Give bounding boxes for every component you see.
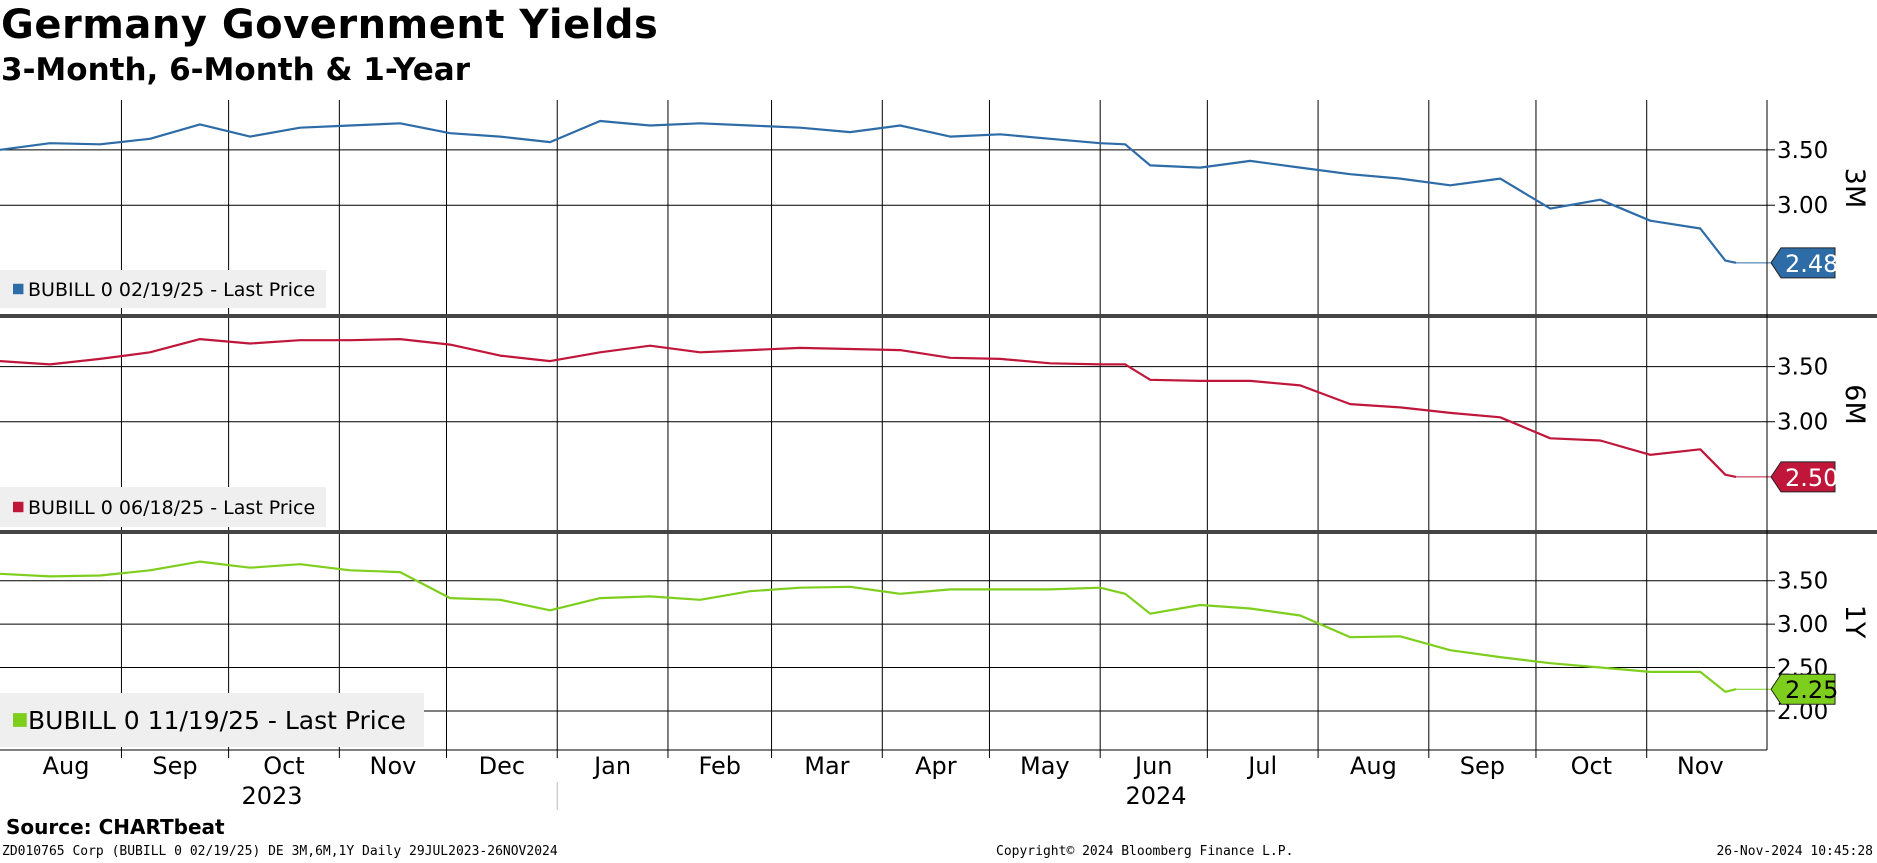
month-label: Feb (699, 752, 742, 780)
legend-6m: BUBILL 0 06/18/25 - Last Price (0, 487, 326, 527)
panel-axis-label: 6M (1839, 384, 1870, 424)
month-label: May (1020, 752, 1070, 780)
month-label: Jul (1246, 752, 1277, 780)
last-value-tag (1770, 673, 1836, 705)
month-label: Aug (43, 752, 90, 780)
year-label: 2024 (1125, 782, 1186, 810)
legend-3m: BUBILL 0 02/19/25 - Last Price (0, 270, 326, 308)
legend-swatch (13, 283, 24, 295)
legend-1y: BUBILL 0 11/19/25 - Last Price (0, 693, 424, 747)
month-label: Sep (1460, 752, 1505, 780)
legend-label: BUBILL 0 06/18/25 - Last Price (28, 497, 315, 519)
axes: 3.503.002.483M3.503.002.506M3.503.002.50… (0, 100, 1870, 810)
month-label: Nov (1677, 752, 1724, 780)
panel-axis-label: 1Y (1839, 605, 1870, 639)
series-lines (0, 119, 1737, 693)
y-tick-label: 3.50 (1777, 138, 1828, 164)
y-tick-label: 3.00 (1777, 410, 1828, 436)
footer-security-info: ZD010765 Corp (BUBILL 0 02/19/25) DE 3M,… (2, 844, 558, 859)
series-line-3m (0, 119, 1737, 264)
chart-subtitle: 3-Month, 6-Month & 1-Year (1, 52, 470, 88)
last-value-label: 2.50 (1785, 464, 1838, 492)
footer-timestamp: 26-Nov-2024 10:45:28 (1716, 844, 1873, 859)
gridlines (0, 100, 1877, 750)
month-label: Sep (152, 752, 197, 780)
legend-swatch (13, 713, 27, 727)
legend-background (0, 693, 424, 747)
y-tick-label: 3.50 (1777, 569, 1828, 595)
month-label: Mar (804, 752, 849, 780)
last-value-tag (1770, 461, 1836, 493)
footer-copyright: Copyright© 2024 Bloomberg Finance L.P. (996, 844, 1294, 859)
month-label: Oct (263, 752, 305, 780)
chart-title: Germany Government Yields (1, 2, 659, 48)
last-value-label: 2.48 (1785, 250, 1838, 278)
legend-swatch (13, 501, 24, 513)
y-tick-label: 3.00 (1777, 612, 1828, 638)
month-label: Oct (1571, 752, 1613, 780)
legends: BUBILL 0 02/19/25 - Last Price BUBILL 0 0… (0, 270, 424, 747)
series-line-1y (0, 560, 1737, 693)
month-label: Jan (592, 752, 631, 780)
month-label: Aug (1350, 752, 1397, 780)
y-tick-label: 3.50 (1777, 355, 1828, 381)
month-label: Nov (369, 752, 416, 780)
last-value-tag (1770, 247, 1836, 279)
y-tick-label: 3.00 (1777, 193, 1828, 219)
legend-label: BUBILL 0 11/19/25 - Last Price (28, 706, 406, 735)
year-label: 2023 (241, 782, 302, 810)
month-label: Dec (479, 752, 525, 780)
panel-axis-label: 3M (1839, 168, 1870, 208)
month-label: Apr (915, 752, 957, 780)
series-line-6m (0, 338, 1737, 478)
yield-chart: BUBILL 0 02/19/25 - Last Price BUBILL 0 0… (0, 100, 1877, 810)
legend-background (0, 270, 326, 308)
source-note: Source: CHARTbeat (6, 815, 225, 839)
legend-background (0, 487, 326, 527)
month-label: Jun (1133, 752, 1173, 780)
legend-label: BUBILL 0 02/19/25 - Last Price (28, 279, 315, 301)
last-value-label: 2.25 (1785, 676, 1838, 704)
